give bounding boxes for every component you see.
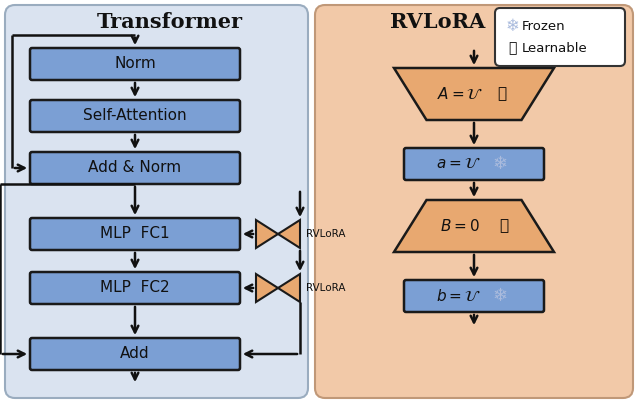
FancyBboxPatch shape	[30, 48, 240, 80]
Polygon shape	[278, 274, 300, 302]
Text: Learnable: Learnable	[522, 42, 588, 55]
Text: ❄: ❄	[492, 287, 508, 305]
Text: Add: Add	[120, 347, 150, 362]
FancyBboxPatch shape	[5, 5, 308, 398]
Text: MLP  FC1: MLP FC1	[100, 227, 170, 242]
Polygon shape	[256, 274, 278, 302]
FancyBboxPatch shape	[404, 148, 544, 180]
Polygon shape	[394, 200, 554, 252]
FancyBboxPatch shape	[30, 218, 240, 250]
Text: Frozen: Frozen	[522, 19, 566, 32]
Text: Norm: Norm	[114, 57, 156, 72]
Text: ❄: ❄	[492, 155, 508, 173]
FancyBboxPatch shape	[30, 100, 240, 132]
Text: 🔥: 🔥	[497, 86, 507, 101]
FancyBboxPatch shape	[315, 5, 633, 398]
Text: $B = 0$: $B = 0$	[440, 218, 480, 234]
Text: MLP  FC2: MLP FC2	[100, 280, 170, 295]
Text: RVLoRA: RVLoRA	[306, 229, 346, 239]
Text: $b = \mathcal{U}$: $b = \mathcal{U}$	[436, 288, 481, 304]
FancyBboxPatch shape	[30, 272, 240, 304]
Text: $a = \mathcal{U}$: $a = \mathcal{U}$	[436, 156, 480, 172]
Text: Transformer: Transformer	[97, 12, 243, 32]
Text: 🔥: 🔥	[508, 41, 516, 55]
Text: $A = \mathcal{U}$: $A = \mathcal{U}$	[436, 86, 483, 102]
Text: Self-Attention: Self-Attention	[83, 109, 187, 124]
Text: Add & Norm: Add & Norm	[88, 160, 182, 175]
FancyBboxPatch shape	[404, 280, 544, 312]
Text: ❄: ❄	[505, 17, 519, 35]
Polygon shape	[256, 220, 278, 248]
Text: RVLoRA: RVLoRA	[390, 12, 485, 32]
Text: RVLoRA: RVLoRA	[306, 283, 346, 293]
Polygon shape	[278, 220, 300, 248]
FancyBboxPatch shape	[30, 152, 240, 184]
Text: 🔥: 🔥	[499, 219, 509, 234]
Polygon shape	[394, 68, 554, 120]
FancyBboxPatch shape	[30, 338, 240, 370]
FancyBboxPatch shape	[495, 8, 625, 66]
